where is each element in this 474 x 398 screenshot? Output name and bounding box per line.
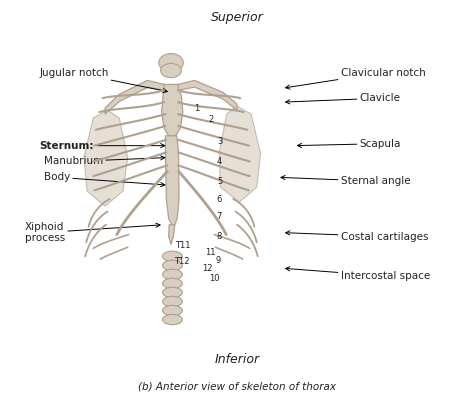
Text: 1: 1	[194, 103, 200, 113]
Text: 4: 4	[217, 157, 222, 166]
Polygon shape	[169, 225, 175, 244]
Ellipse shape	[163, 251, 182, 261]
Text: 8: 8	[216, 232, 221, 241]
Polygon shape	[219, 106, 261, 202]
Ellipse shape	[163, 287, 182, 298]
Polygon shape	[84, 110, 128, 206]
Text: Jugular notch: Jugular notch	[39, 68, 167, 93]
Text: 10: 10	[209, 273, 219, 283]
Ellipse shape	[163, 278, 182, 289]
Text: Inferior: Inferior	[214, 353, 260, 366]
Ellipse shape	[159, 54, 183, 72]
Text: Scapula: Scapula	[297, 139, 401, 149]
Text: (b) Anterior view of skeleton of thorax: (b) Anterior view of skeleton of thorax	[138, 382, 336, 392]
Text: 2: 2	[209, 115, 214, 125]
Ellipse shape	[163, 260, 182, 271]
Text: 12: 12	[202, 263, 213, 273]
Polygon shape	[162, 84, 183, 136]
Text: Costal cartilages: Costal cartilages	[286, 231, 428, 242]
Text: Body: Body	[44, 172, 165, 187]
Polygon shape	[178, 80, 237, 110]
Text: Xiphoid
process: Xiphoid process	[25, 222, 160, 244]
Text: 6: 6	[216, 195, 221, 203]
Text: Clavicle: Clavicle	[286, 93, 401, 104]
Text: 5: 5	[217, 177, 222, 186]
Text: Superior: Superior	[210, 11, 264, 24]
Text: 11: 11	[205, 248, 215, 257]
Text: Sternum:: Sternum:	[39, 140, 165, 151]
Ellipse shape	[163, 269, 182, 279]
Text: Clavicular notch: Clavicular notch	[285, 68, 426, 89]
Text: T12: T12	[174, 257, 190, 266]
Polygon shape	[105, 80, 164, 114]
Text: Manubrium: Manubrium	[44, 156, 165, 166]
Ellipse shape	[163, 314, 182, 325]
Text: 7: 7	[216, 212, 221, 221]
Ellipse shape	[163, 297, 182, 306]
Text: T11: T11	[175, 241, 191, 250]
Polygon shape	[165, 136, 179, 225]
Ellipse shape	[161, 63, 182, 78]
Text: 3: 3	[217, 137, 222, 146]
Text: Intercostal space: Intercostal space	[286, 267, 430, 281]
Text: 9: 9	[215, 256, 220, 265]
Ellipse shape	[163, 305, 182, 316]
Text: Sternal angle: Sternal angle	[281, 176, 410, 186]
